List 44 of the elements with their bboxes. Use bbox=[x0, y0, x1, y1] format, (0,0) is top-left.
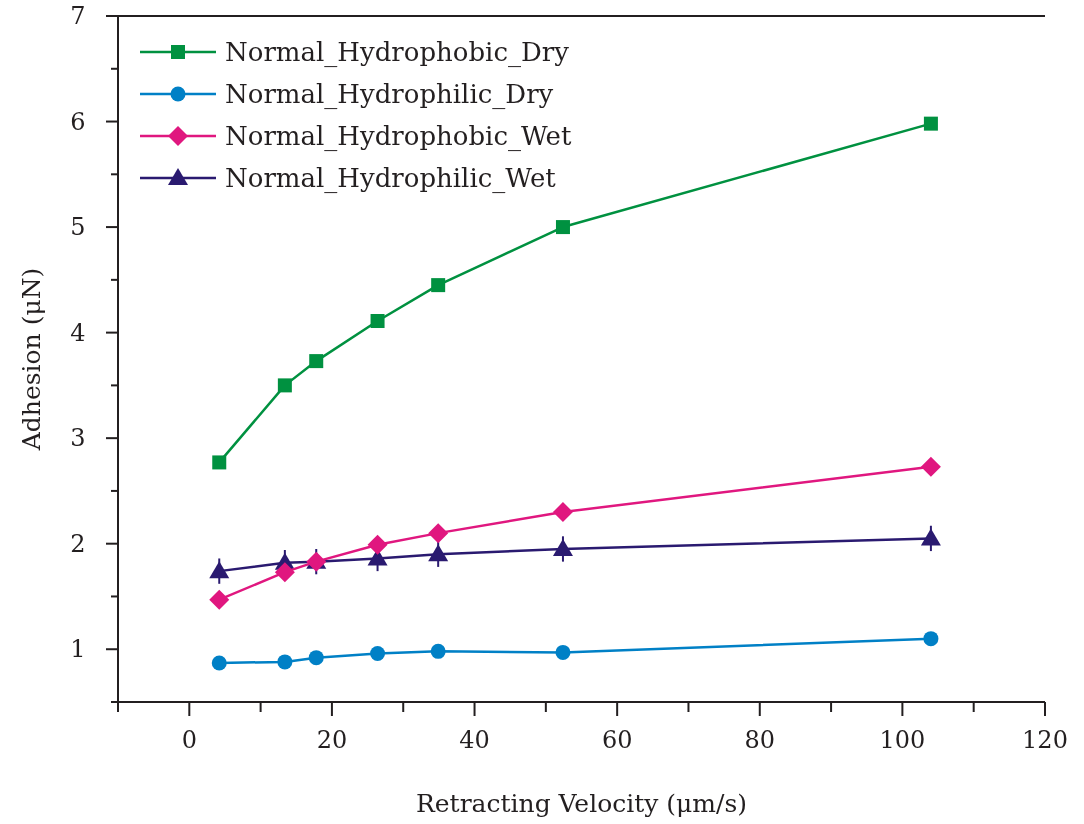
point bbox=[277, 378, 292, 393]
point bbox=[309, 354, 324, 369]
y-tick-label: 3 bbox=[70, 424, 86, 453]
x-tick-label: 100 bbox=[879, 726, 926, 754]
point bbox=[555, 644, 571, 660]
legend-label: Normal_Hydrophilic_Wet bbox=[225, 163, 557, 194]
point bbox=[923, 116, 938, 131]
point bbox=[430, 643, 446, 659]
x-tick-label: 0 bbox=[181, 726, 197, 754]
x-tick-label: 120 bbox=[1022, 726, 1068, 754]
point bbox=[209, 589, 230, 610]
y-tick-label: 5 bbox=[70, 213, 86, 242]
point bbox=[370, 645, 386, 661]
x-tick-label: 80 bbox=[744, 726, 776, 754]
point bbox=[923, 631, 939, 647]
y-axis-title: Adhesion (μN) bbox=[17, 267, 46, 452]
point bbox=[308, 650, 324, 666]
point bbox=[920, 456, 941, 477]
point bbox=[431, 278, 446, 293]
point bbox=[555, 220, 570, 235]
legend-label: Normal_Hydrophobic_Wet bbox=[225, 121, 572, 152]
point bbox=[277, 654, 293, 670]
point bbox=[428, 523, 449, 544]
y-tick-label: 2 bbox=[70, 529, 86, 558]
point bbox=[552, 502, 573, 523]
y-tick-label: 6 bbox=[70, 107, 86, 136]
point bbox=[211, 655, 227, 671]
y-tick-label: 7 bbox=[70, 2, 86, 30]
x-tick-label: 20 bbox=[316, 726, 348, 754]
legend-label: Normal_Hydrophilic_Dry bbox=[225, 79, 554, 110]
y-tick-label: 1 bbox=[70, 635, 86, 664]
point bbox=[920, 528, 941, 546]
point bbox=[212, 455, 227, 470]
point bbox=[209, 561, 230, 579]
point bbox=[428, 544, 449, 562]
x-tick-label: 40 bbox=[459, 726, 490, 754]
point bbox=[552, 538, 573, 556]
x-tick-label: 60 bbox=[601, 726, 633, 754]
point bbox=[367, 534, 388, 555]
point bbox=[370, 314, 385, 329]
y-tick-label: 4 bbox=[70, 318, 86, 347]
point bbox=[274, 562, 295, 583]
x-axis-title: Retracting Velocity (μm/s) bbox=[415, 789, 748, 818]
legend-label: Normal_Hydrophobic_Dry bbox=[225, 37, 570, 68]
